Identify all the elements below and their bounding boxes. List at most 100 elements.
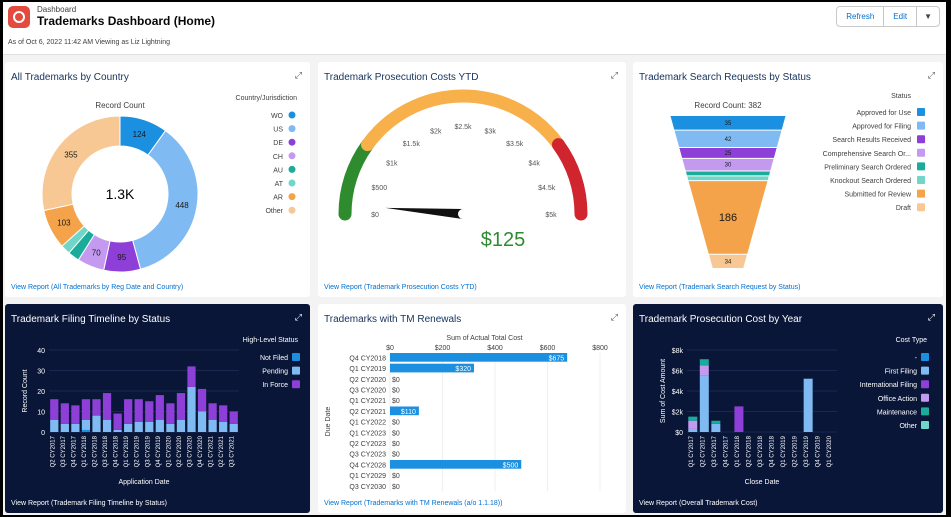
card-trademarks-by-country: All Trademarks by Country ⤢ Record Count…	[5, 62, 310, 297]
bar-segment	[134, 421, 143, 432]
gauge-tick-label: $4.5k	[538, 185, 556, 192]
bar-segment	[166, 403, 175, 424]
x-axis-label: Close Date	[745, 479, 780, 486]
gauge-chart: $0 $500 $1k $1.5k $2k $2.5k $3k $3.5k $4k $4.5k $5…	[338, 89, 588, 251]
bar-label: $110	[401, 409, 416, 416]
expand-icon[interactable]: ⤢	[927, 312, 935, 322]
expand-icon[interactable]: ⤢	[610, 312, 618, 322]
y-tick-label: 40	[37, 348, 45, 355]
x-tick-label: $600	[540, 345, 556, 352]
funnel-segment	[709, 254, 747, 268]
legend-swatch	[288, 165, 296, 173]
view-report-link[interactable]: View Report (Trademarks with TM Renewals…	[324, 500, 503, 507]
filing-timeline-chart: 0 10 20 30 40 Q2 CY2017 Q3 CY2017 Q4 CY2017 Q1 C…	[22, 337, 300, 486]
x-tick-label: Q4 CY2019	[156, 435, 162, 467]
legend-label: Other	[265, 208, 283, 215]
funnel-segment	[687, 176, 769, 181]
bar-segment	[699, 359, 709, 366]
gauge-tick-label: $3.5k	[506, 141, 524, 148]
legend-label: DE	[273, 140, 283, 147]
bar-label: $0	[392, 430, 400, 437]
legend-label: Comprehensive Search Or...	[823, 151, 911, 158]
bar-segment	[155, 395, 164, 420]
bar-segment	[145, 421, 154, 432]
view-report-link[interactable]: View Report (Overall Trademark Cost)	[639, 500, 758, 507]
x-tick-label: Q3 CY2021	[230, 435, 236, 467]
edit-button[interactable]: Edit	[884, 7, 918, 26]
bar-segment	[688, 428, 698, 432]
x-tick-label: Q3 CY2017	[712, 435, 718, 467]
gauge-tick-label: $1.5k	[403, 141, 421, 148]
x-tick-label: $0	[386, 345, 394, 352]
legend-swatch	[917, 189, 925, 198]
bar-segment	[113, 429, 122, 432]
bar-label: $0	[392, 398, 400, 405]
chart-title: Record Count	[95, 101, 145, 110]
donut-slice	[132, 129, 199, 270]
x-tick-label: Q3 CY2017	[61, 435, 67, 467]
expand-icon[interactable]: ⤢	[294, 70, 302, 80]
y-axis-label: Due Date	[325, 407, 332, 437]
gauge-tick-label: $3k	[485, 128, 497, 135]
x-tick-label: Q4 CY2018	[114, 435, 120, 467]
view-report-link[interactable]: View Report (Trademark Prosecution Costs…	[324, 284, 477, 291]
legend-label: -	[915, 355, 918, 362]
expand-icon[interactable]: ⤢	[610, 70, 618, 80]
y-tick-label: $6k	[672, 369, 684, 376]
bar-segment	[208, 419, 217, 432]
breadcrumb[interactable]: Dashboard	[37, 5, 77, 14]
dashboard-header: Dashboard Trademarks Dashboard (Home) As…	[3, 2, 946, 55]
card-title: Trademark Prosecution Cost by Year	[639, 314, 803, 325]
bar-segment	[60, 423, 69, 432]
page-title: Trademarks Dashboard (Home)	[37, 14, 216, 28]
bar-segment	[176, 393, 186, 420]
x-tick-label: $800	[592, 345, 608, 352]
legend-label: Preliminary Search Ordered	[824, 164, 911, 171]
legend-label: Not Filed	[260, 355, 288, 362]
bar-segment	[50, 419, 59, 432]
bar-segment	[124, 399, 133, 424]
x-tick-label: Q1 CY2020	[827, 435, 833, 467]
view-report-link[interactable]: View Report (Trademark Search Request by…	[639, 284, 801, 291]
x-tick-label: Q2 CY2017	[700, 435, 706, 467]
gauge-band	[551, 138, 588, 221]
bar-segment	[711, 420, 721, 424]
card-title: Trademark Prosecution Costs YTD	[324, 72, 479, 83]
x-tick-label: $400	[487, 345, 503, 352]
y-tick-label: $4k	[672, 389, 684, 396]
funnel-segment	[685, 171, 771, 176]
slice-label: 95	[117, 253, 126, 262]
legend-label: Approved for Use	[857, 110, 912, 117]
donut-chart: Record Count 124 448 95 70 103 355 1.3K Country/…	[41, 95, 297, 273]
view-report-link[interactable]: View Report (Trademark Filing Timeline b…	[11, 500, 167, 507]
gauge-value: $125	[481, 229, 526, 251]
bar-segment	[81, 399, 91, 420]
y-axis-label: Sum of Cost Amount	[660, 359, 667, 423]
menu-dropdown-button[interactable]: ▼	[917, 7, 939, 26]
bar-segment	[187, 366, 196, 387]
x-tick-label: Q3 CY2018	[758, 435, 764, 467]
expand-icon[interactable]: ⤢	[927, 70, 935, 80]
expand-icon[interactable]: ⤢	[294, 312, 302, 322]
y-tick-label: $0	[675, 430, 683, 437]
cost-by-year-chart: $0 $2k $4k $6k $8k Q1 CY2017 Q2 CY2017 Q3 CY201…	[660, 337, 929, 486]
x-tick-label: Q4 CY2020	[198, 435, 204, 467]
x-tick-label: Q4 CY2018	[770, 435, 776, 467]
legend-swatch	[917, 121, 925, 130]
x-tick-label: Q2 CY2019	[135, 435, 141, 467]
bar-segment	[60, 403, 69, 424]
bar-segment	[699, 365, 709, 376]
view-report-link[interactable]: View Report (All Trademarks by Reg Date …	[11, 284, 184, 291]
legend-swatch	[917, 176, 925, 184]
x-tick-label: Q1 CY2018	[82, 435, 88, 467]
gauge-band	[338, 138, 375, 221]
bar-segment	[229, 411, 238, 424]
refresh-button[interactable]: Refresh	[837, 7, 885, 26]
bar-segment	[145, 401, 154, 422]
legend-title: High-Level Status	[243, 337, 299, 344]
legend-swatch	[288, 152, 296, 160]
card-cost-by-year: Trademark Prosecution Cost by Year ⤢ $0 $…	[633, 304, 943, 513]
segment-label: 35	[725, 121, 732, 127]
bar-segment	[81, 419, 91, 430]
legend-label: US	[273, 127, 283, 134]
